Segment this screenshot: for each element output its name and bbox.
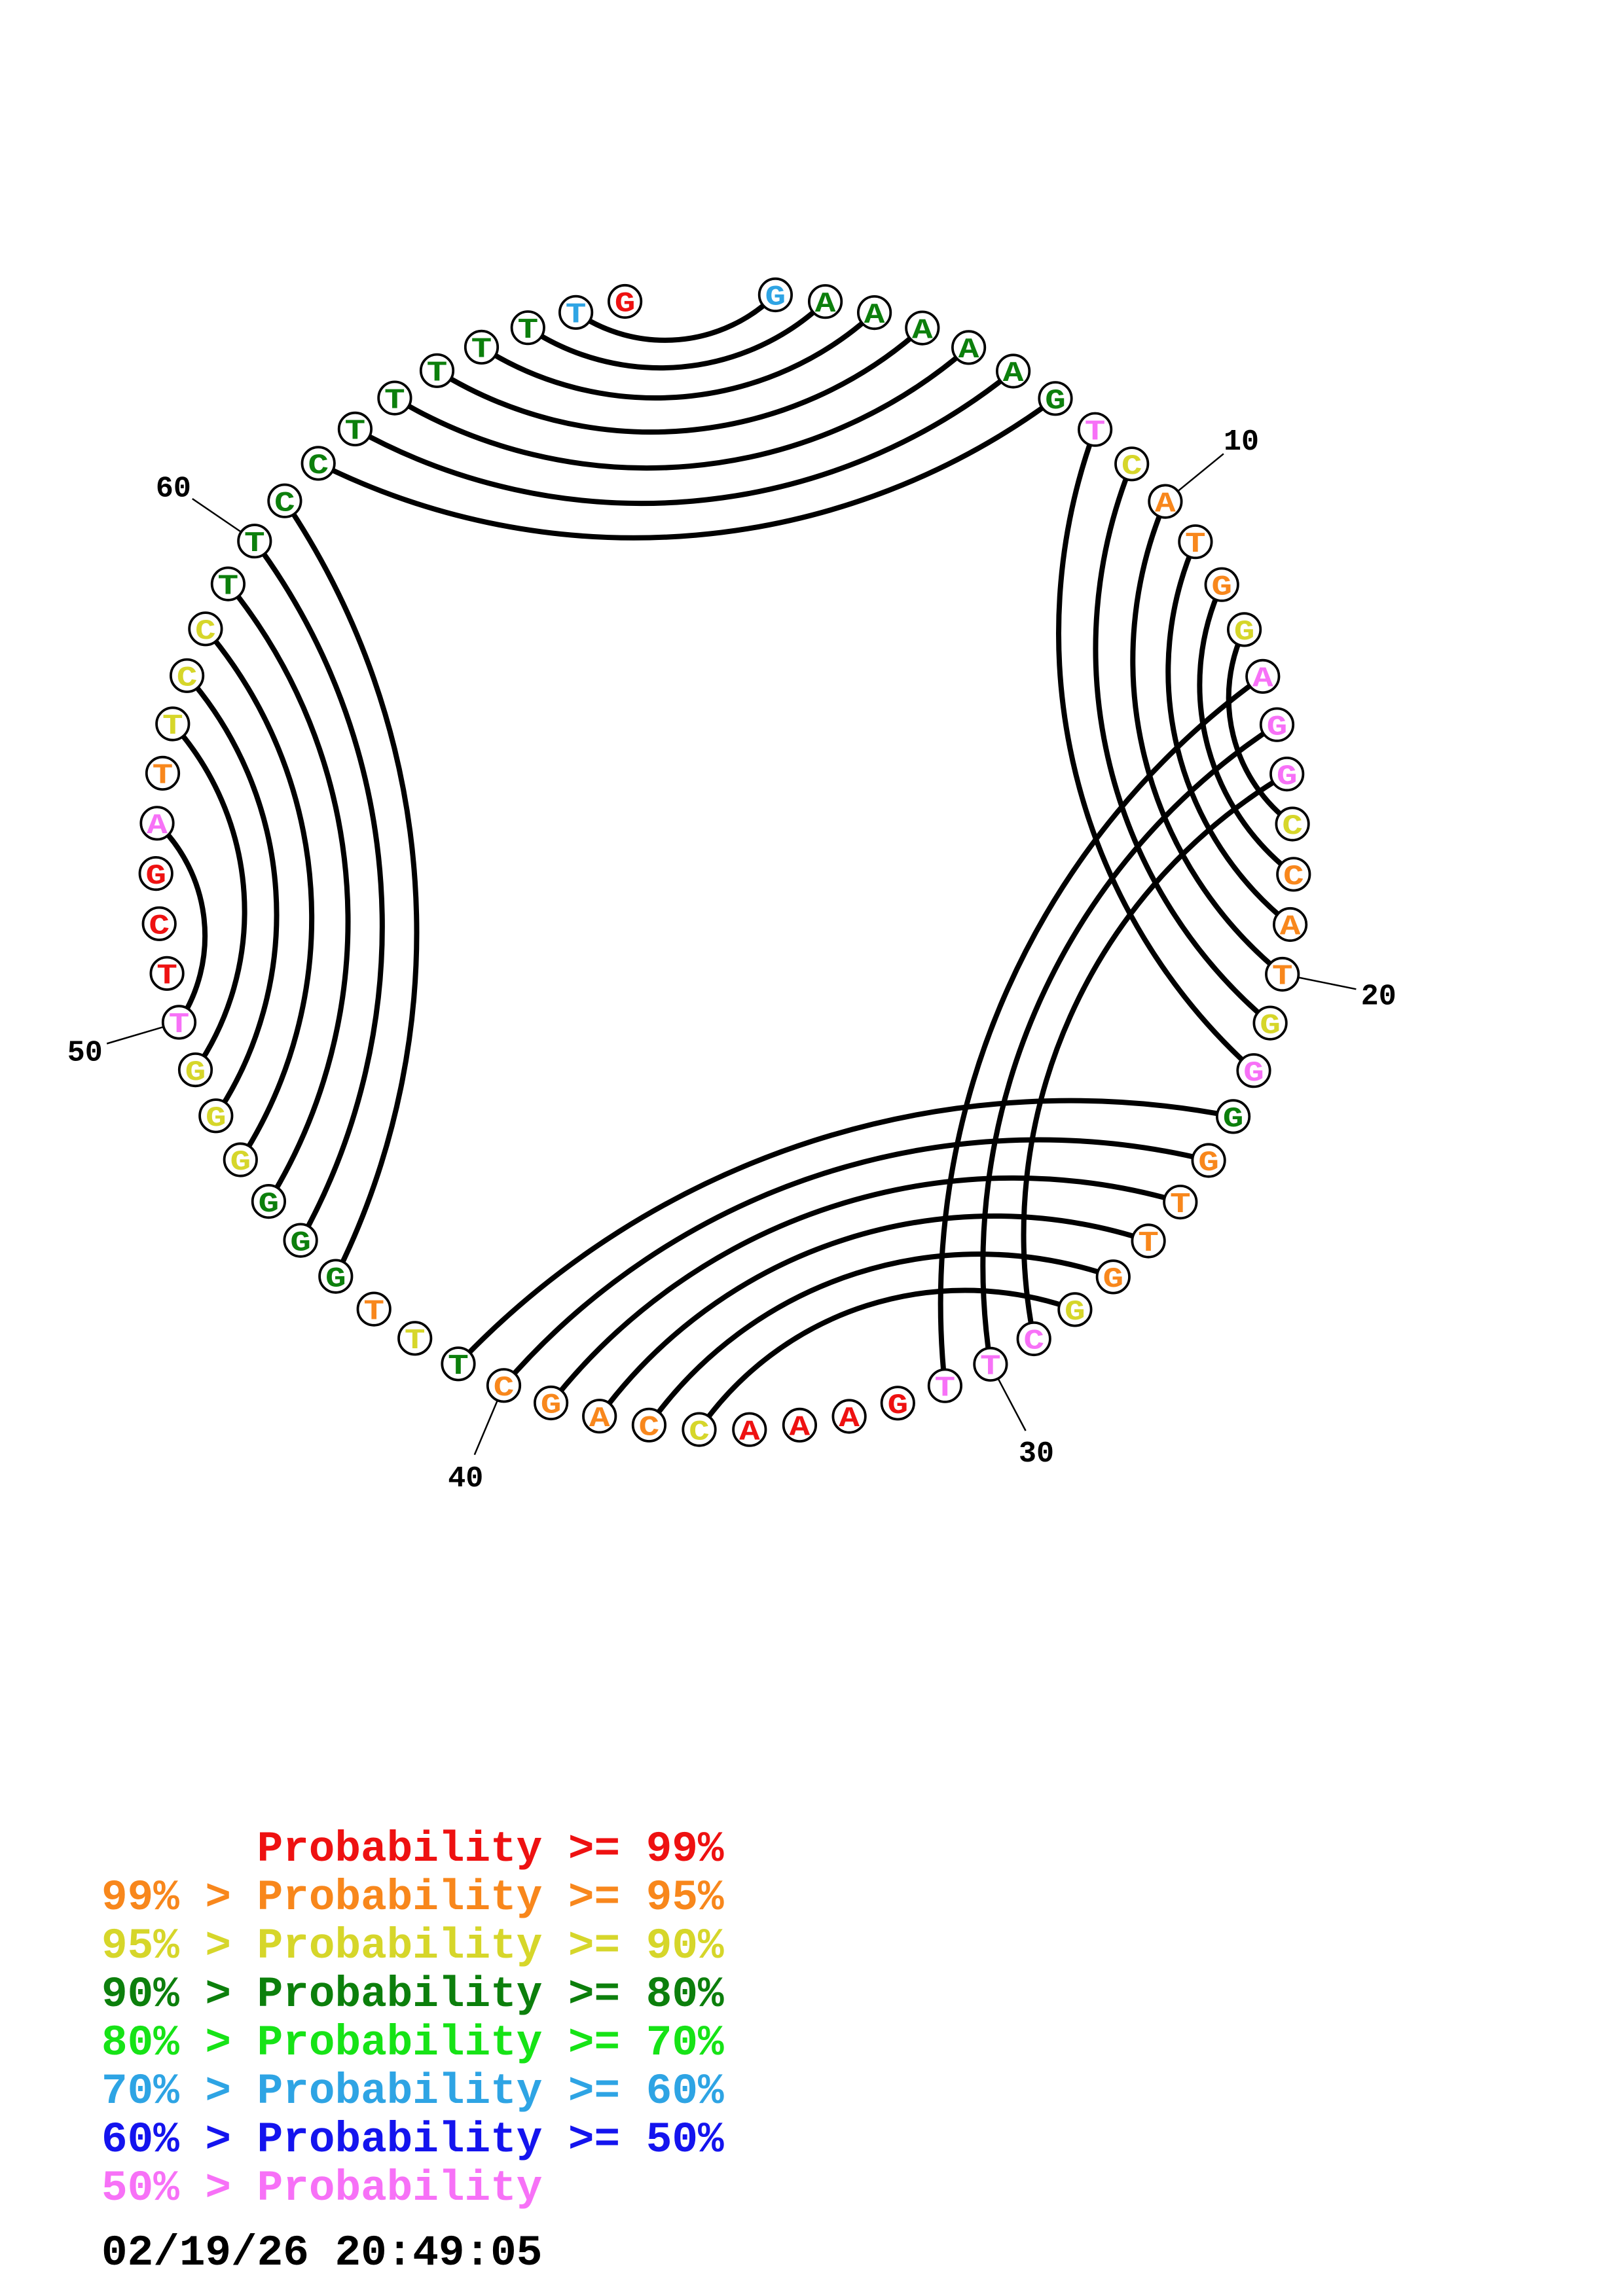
svg-text:T: T bbox=[384, 384, 405, 417]
svg-text:T: T bbox=[427, 357, 448, 389]
svg-text:G: G bbox=[259, 1188, 280, 1221]
svg-text:T: T bbox=[1170, 1189, 1191, 1221]
svg-text:C: C bbox=[689, 1416, 710, 1448]
svg-text:G: G bbox=[1223, 1103, 1244, 1136]
svg-text:T: T bbox=[1085, 416, 1106, 448]
svg-text:G: G bbox=[1277, 761, 1298, 793]
svg-text:C: C bbox=[1282, 810, 1303, 843]
svg-text:C: C bbox=[195, 615, 216, 648]
svg-text:G: G bbox=[765, 281, 786, 314]
svg-text:02/19/26 20:49:05: 02/19/26 20:49:05 bbox=[101, 2229, 542, 2278]
svg-text:G: G bbox=[1260, 1009, 1281, 1042]
svg-text:A: A bbox=[1003, 357, 1025, 390]
svg-text:T: T bbox=[980, 1350, 1001, 1383]
svg-text:G: G bbox=[230, 1146, 251, 1179]
svg-text:A: A bbox=[1280, 910, 1302, 943]
svg-text:C: C bbox=[149, 910, 170, 942]
svg-text:T: T bbox=[471, 333, 492, 366]
svg-text:10: 10 bbox=[1224, 425, 1259, 459]
svg-text:50: 50 bbox=[67, 1036, 103, 1069]
svg-text:G: G bbox=[541, 1389, 562, 1422]
svg-text:G: G bbox=[1198, 1147, 1219, 1179]
svg-text:A: A bbox=[739, 1416, 761, 1448]
svg-text:C: C bbox=[308, 450, 329, 482]
svg-text:T: T bbox=[156, 960, 177, 992]
svg-text:T: T bbox=[566, 298, 587, 331]
svg-text:A: A bbox=[589, 1403, 611, 1435]
svg-text:90% > Probability >= 80%: 90% > Probability >= 80% bbox=[101, 1970, 724, 2019]
svg-text:T: T bbox=[935, 1372, 956, 1405]
svg-text:A: A bbox=[815, 288, 837, 321]
svg-text:20: 20 bbox=[1361, 980, 1396, 1013]
svg-text:T: T bbox=[169, 1009, 190, 1041]
svg-text:G: G bbox=[1045, 385, 1066, 418]
svg-text:99% > Probability >= 95%: 99% > Probability >= 95% bbox=[101, 1873, 724, 1922]
svg-text:G: G bbox=[290, 1227, 311, 1259]
svg-text:C: C bbox=[494, 1372, 515, 1405]
svg-text:T: T bbox=[218, 570, 239, 603]
svg-text:T: T bbox=[448, 1350, 469, 1383]
svg-text:A: A bbox=[958, 334, 980, 367]
svg-text:A: A bbox=[790, 1411, 811, 1444]
svg-text:Probability >= 99%: Probability >= 99% bbox=[257, 1825, 724, 1874]
svg-text:T: T bbox=[1272, 960, 1293, 993]
svg-text:G: G bbox=[325, 1263, 346, 1295]
svg-text:C: C bbox=[1023, 1325, 1044, 1357]
svg-text:G: G bbox=[615, 287, 636, 320]
svg-text:T: T bbox=[363, 1295, 384, 1328]
svg-text:G: G bbox=[887, 1390, 908, 1422]
svg-text:T: T bbox=[405, 1325, 426, 1357]
svg-text:50% > Probability: 50% > Probability bbox=[101, 2164, 542, 2213]
svg-text:A: A bbox=[839, 1403, 860, 1435]
svg-text:T: T bbox=[162, 710, 183, 743]
svg-text:T: T bbox=[244, 528, 265, 560]
svg-text:T: T bbox=[345, 415, 366, 448]
svg-text:G: G bbox=[1234, 616, 1255, 649]
svg-text:C: C bbox=[639, 1411, 660, 1444]
svg-text:A: A bbox=[912, 314, 934, 347]
svg-text:G: G bbox=[206, 1102, 227, 1135]
svg-text:A: A bbox=[147, 810, 168, 842]
svg-text:A: A bbox=[1252, 662, 1274, 695]
svg-text:A: A bbox=[864, 299, 886, 332]
svg-text:G: G bbox=[1211, 571, 1232, 603]
svg-text:G: G bbox=[1243, 1057, 1264, 1090]
svg-text:60% > Probability >= 50%: 60% > Probability >= 50% bbox=[101, 2115, 724, 2164]
svg-text:T: T bbox=[517, 314, 538, 347]
svg-text:G: G bbox=[1103, 1263, 1123, 1296]
svg-text:40: 40 bbox=[448, 1462, 483, 1496]
svg-text:T: T bbox=[1185, 528, 1206, 561]
svg-text:A: A bbox=[1155, 488, 1176, 520]
svg-text:G: G bbox=[185, 1056, 206, 1089]
svg-text:60: 60 bbox=[156, 472, 191, 505]
svg-text:C: C bbox=[274, 487, 295, 520]
svg-text:G: G bbox=[1267, 711, 1288, 744]
svg-text:80% > Probability >= 70%: 80% > Probability >= 70% bbox=[101, 2018, 724, 2068]
svg-text:G: G bbox=[145, 860, 166, 893]
svg-text:C: C bbox=[177, 662, 198, 694]
svg-text:T: T bbox=[1138, 1227, 1159, 1260]
svg-text:70% > Probability >= 60%: 70% > Probability >= 60% bbox=[101, 2067, 724, 2116]
svg-text:95% > Probability >= 90%: 95% > Probability >= 90% bbox=[101, 1922, 724, 1971]
svg-text:G: G bbox=[1065, 1296, 1085, 1329]
svg-text:T: T bbox=[153, 759, 173, 792]
svg-text:30: 30 bbox=[1019, 1437, 1054, 1471]
svg-text:C: C bbox=[1283, 861, 1304, 893]
svg-text:C: C bbox=[1122, 450, 1142, 483]
